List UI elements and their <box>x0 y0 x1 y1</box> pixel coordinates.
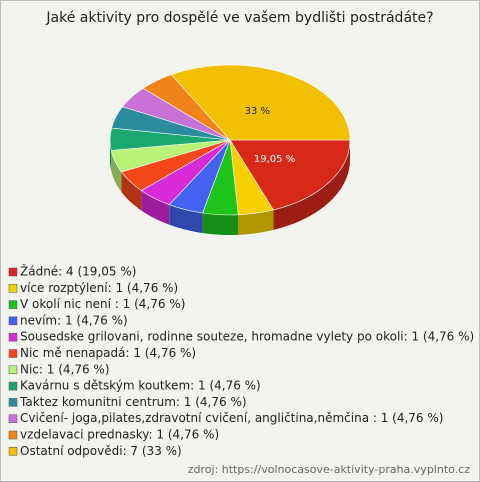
legend-label: vzdelavaci prednasky: 1 (4,76 %) <box>20 428 219 442</box>
slice-top <box>229 139 351 211</box>
source: zdroj: https://volnocasove-aktivity-prah… <box>188 463 470 476</box>
slice <box>229 139 274 235</box>
legend-label: více rozptýlení: 1 (4,76 %) <box>20 281 178 295</box>
slice <box>202 139 239 235</box>
legend-label: Nic mě nenapadá: 1 (4,76 %) <box>20 346 196 360</box>
legend-label: Kavárnu s dětským koutkem: 1 (4,76 %) <box>20 379 261 393</box>
legend-swatch <box>8 414 18 423</box>
legend-swatch <box>8 398 18 407</box>
value-label: 19,05 % <box>254 154 295 165</box>
slice-side <box>110 140 112 171</box>
legend-swatch <box>8 381 18 391</box>
slice <box>170 64 351 141</box>
legend-label: nevím: 1 (4,76 %) <box>20 313 128 327</box>
legend-swatch <box>8 284 18 293</box>
slice-side <box>141 190 170 225</box>
slice-side <box>273 140 350 230</box>
legend-swatch <box>8 430 18 440</box>
legend-swatch <box>8 365 18 375</box>
legend-label: Ostatní odpovědi: 7 (33 %) <box>20 444 182 458</box>
chart-title: Jaké aktivity pro dospělé ve vašem bydli… <box>45 10 433 26</box>
legend-swatch <box>8 332 18 342</box>
legend-label: Cvičení- joga,pilates,zdravotní cvičení,… <box>20 411 443 425</box>
legend-label: Žádné: 4 (19,05 %) <box>20 264 136 279</box>
legend-swatch <box>8 316 18 326</box>
legend-label: V okolí nic není : 1 (4,76 %) <box>20 297 185 311</box>
slice-side <box>202 213 239 235</box>
legend-label: Taktez komunitni centrum: 1 (4,76 %) <box>19 395 247 409</box>
legend-label: Nic: 1 (4,76 %) <box>20 362 110 376</box>
value-label: 33 % <box>245 106 270 117</box>
legend-swatch <box>8 267 18 277</box>
legend-swatch <box>8 447 18 456</box>
slice-side <box>121 171 142 211</box>
slice-top <box>170 64 351 141</box>
slice-side <box>238 209 274 235</box>
legend-swatch <box>8 349 18 358</box>
legend-swatch <box>8 300 18 309</box>
slice <box>229 139 351 230</box>
slice-side <box>111 150 122 192</box>
legend-label: Sousedske grilovani, rodinne souteze, hr… <box>20 330 474 344</box>
